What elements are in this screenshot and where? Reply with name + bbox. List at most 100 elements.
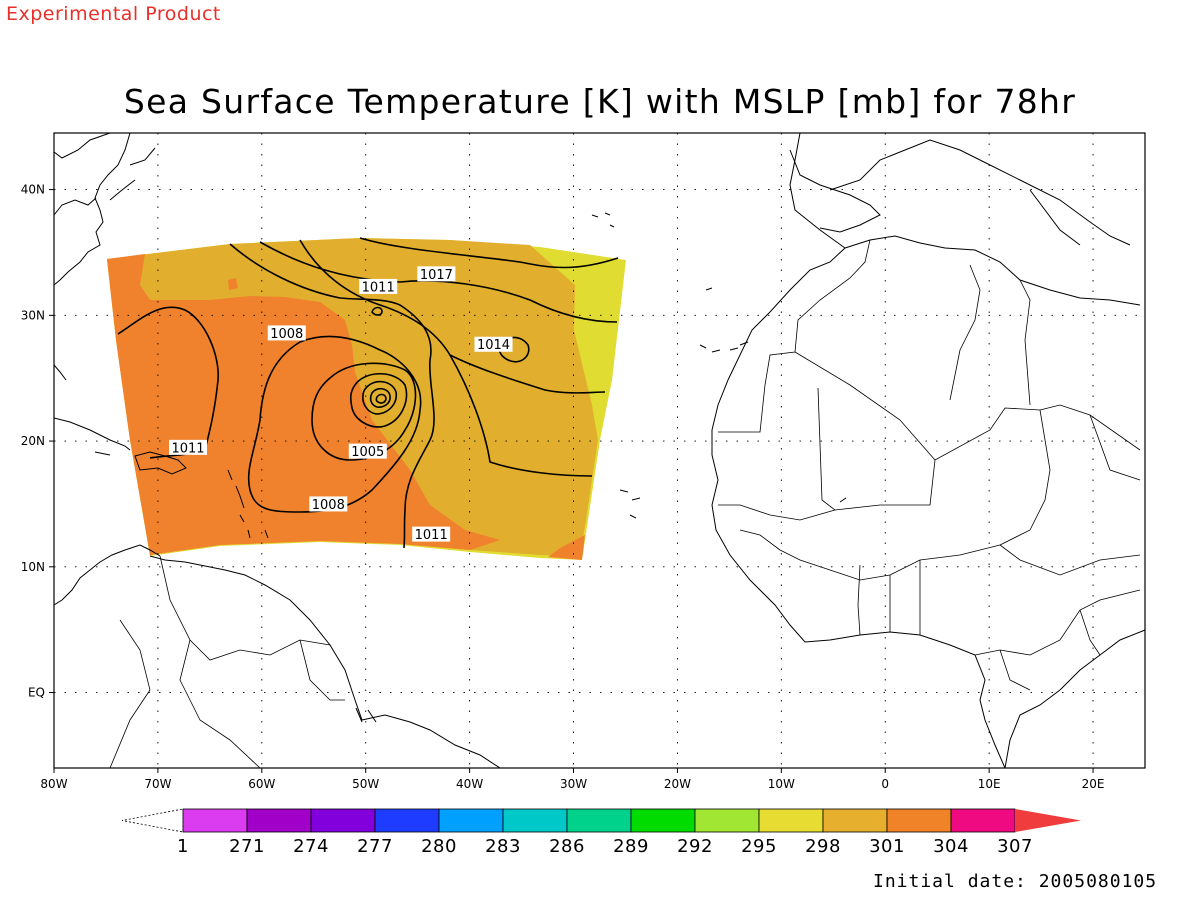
border-central-africa	[974, 589, 1141, 691]
svg-text:1008: 1008	[312, 498, 345, 513]
contour-label: 1017	[417, 266, 456, 283]
colorbar-label: 274	[293, 836, 329, 857]
colorbar-label: 304	[933, 836, 969, 857]
lon-tick-label: 80W	[40, 777, 67, 791]
isobar-1011-small	[371, 306, 383, 316]
colorbar-swatch	[246, 808, 312, 833]
map-content: 1017 1011 1008 1014 1011 1005 1008 1011	[54, 133, 1145, 768]
contour-label: 1011	[412, 526, 451, 543]
isobar-1014-south	[449, 354, 593, 477]
colorbar-swatch	[822, 808, 888, 833]
coastline-mediterranean	[829, 139, 1141, 306]
country-borders	[109, 239, 1141, 768]
coastline-lesser-antilles	[227, 469, 269, 539]
coastline-cuba	[54, 417, 131, 456]
colorbar-label: 1	[177, 836, 189, 857]
coastline-south-america	[149, 555, 501, 768]
colorbar-label: 286	[549, 836, 585, 857]
contour-label: 1011	[359, 278, 398, 295]
sst-shade-304-north	[228, 278, 238, 290]
svg-text:1014: 1014	[477, 338, 510, 353]
colorbar-label: 277	[357, 836, 393, 857]
colorbar-swatch	[438, 808, 504, 833]
lon-tick-label: 20E	[1082, 777, 1105, 791]
svg-text:1011: 1011	[415, 528, 448, 543]
coastline-central-america	[54, 544, 161, 606]
coastline-iberia	[789, 149, 881, 233]
initial-date-label: Initial date: 2005080105	[873, 871, 1158, 892]
coastline-florida	[54, 364, 67, 381]
svg-text:1011: 1011	[362, 280, 395, 295]
isobar-993	[375, 393, 387, 404]
colorbar-swatch	[182, 808, 248, 833]
isobar-1014	[299, 239, 606, 394]
colorbar-label: 295	[741, 836, 777, 857]
contour-label: 1008	[267, 325, 306, 342]
coastline-islands	[355, 212, 847, 723]
lon-tick-label: 40W	[456, 777, 483, 791]
colorbar-swatch	[374, 808, 440, 833]
lat-tick-label: EQ	[28, 686, 45, 700]
axis-ticks: 80W 70W 60W 50W 40W 30W 20W 10W 0 10E 20E EQ 10N 20N 3…	[21, 183, 1105, 791]
lat-tick-label: 10N	[21, 560, 45, 574]
chart-title: Sea Surface Temperature [K] with MSLP [m…	[123, 82, 1077, 121]
lon-tick-label: 70W	[144, 777, 171, 791]
lon-tick-label: 50W	[352, 777, 379, 791]
colorbar-swatch	[566, 808, 632, 833]
isobar-1008	[247, 335, 422, 513]
coastline-hispaniola	[134, 451, 187, 475]
colorbar-left-arrow	[121, 808, 184, 833]
lon-tick-label: 10W	[768, 777, 795, 791]
map-frame	[53, 132, 1146, 769]
contour-label: 1011	[169, 439, 208, 456]
contour-labels: 1017 1011 1008 1014 1011 1005 1008 1011	[169, 266, 513, 543]
coastline-gulf-of-guinea	[1004, 629, 1145, 768]
isobar-996	[369, 387, 391, 408]
colorbar-label: 301	[869, 836, 905, 857]
contour-label: 1005	[348, 443, 387, 460]
lon-tick-label: 30W	[560, 777, 587, 791]
svg-text:1017: 1017	[420, 268, 453, 283]
isobar-1005	[311, 362, 417, 461]
border-south-america	[109, 555, 345, 768]
colorbar-swatch	[310, 808, 376, 833]
colorbar-swatch	[758, 808, 824, 833]
border-west-africa	[718, 409, 1141, 636]
coastline-north-america	[54, 133, 131, 286]
colorbar-label: 289	[613, 836, 649, 857]
colorbar-swatch	[502, 808, 568, 833]
colorbar-swatch	[886, 808, 952, 833]
contour-label: 1014	[474, 336, 513, 353]
isobar-1002	[349, 373, 408, 428]
mslp-contours	[117, 237, 619, 549]
lon-tick-label: 60W	[248, 777, 275, 791]
border-sahara	[794, 264, 1141, 511]
isobar-999	[362, 380, 398, 415]
colorbar-label: 280	[421, 836, 457, 857]
lat-tick-label: 30N	[21, 308, 45, 322]
coastline-africa-west	[711, 133, 1006, 768]
coastline-north-america-2	[54, 147, 156, 216]
contour-label: 1008	[309, 496, 348, 513]
lon-tick-label: 20W	[664, 777, 691, 791]
colorbar-label: 271	[229, 836, 265, 857]
svg-text:1008: 1008	[270, 327, 303, 342]
svg-text:1011: 1011	[171, 441, 204, 456]
colorbar-label: 283	[485, 836, 521, 857]
lat-tick-label: 40N	[21, 183, 45, 197]
colorbar-swatch	[950, 808, 1016, 833]
colorbar: 1 271 274 277 280 283 286 289 292 295 298 301 304 307	[121, 808, 1081, 857]
isobar-1017-north	[359, 237, 619, 269]
colorbar-swatch	[694, 808, 760, 833]
svg-text:1005: 1005	[351, 445, 384, 460]
colorbar-label: 292	[677, 836, 713, 857]
colorbar-label: 298	[805, 836, 841, 857]
isobar-1011-north	[229, 243, 435, 549]
lat-tick-label: 20N	[21, 434, 45, 448]
lon-tick-label: 10E	[978, 777, 1001, 791]
colorbar-swatch	[630, 808, 696, 833]
isobar-1014-loop	[498, 336, 530, 363]
colorbar-right-arrow	[1015, 809, 1081, 832]
sst-shade-304-east	[548, 535, 585, 560]
